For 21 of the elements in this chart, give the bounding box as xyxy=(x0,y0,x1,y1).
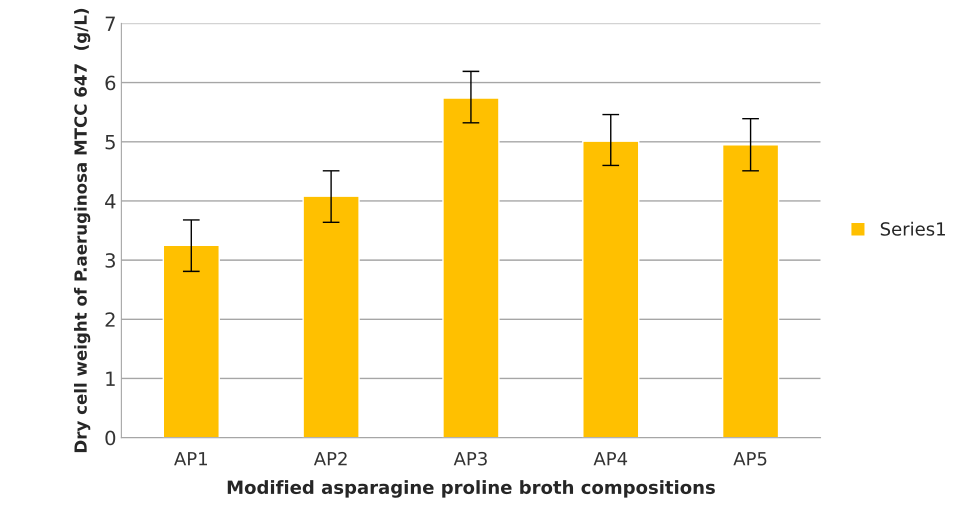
x-tick-label: AP2 xyxy=(314,452,347,466)
y-tick-label: 7 xyxy=(106,16,115,31)
bar xyxy=(302,196,360,438)
y-tick-label: 1 xyxy=(106,372,115,386)
bar xyxy=(582,140,640,438)
y-axis-title: Dry cell weight of P.aeruginosa MTCC 647 (g/L) xyxy=(74,8,90,452)
legend-label: Series1 xyxy=(880,222,945,236)
y-tick-label: 4 xyxy=(105,194,116,208)
y-tick-label: 2 xyxy=(106,312,115,327)
x-tick-label: AP1 xyxy=(174,452,207,466)
y-tick-label: 5 xyxy=(106,135,115,150)
y-tick-label: 6 xyxy=(106,76,116,90)
bar xyxy=(722,144,780,438)
bar xyxy=(162,244,220,438)
x-tick-label: AP4 xyxy=(594,452,628,466)
x-tick-label: AP3 xyxy=(454,452,487,466)
bar xyxy=(442,97,500,438)
x-axis-title: Modified asparagine proline broth compositions xyxy=(228,480,715,498)
y-tick-label: 0 xyxy=(105,430,116,446)
y-tick-label: 3 xyxy=(106,253,115,268)
x-tick-label: AP5 xyxy=(733,452,766,466)
